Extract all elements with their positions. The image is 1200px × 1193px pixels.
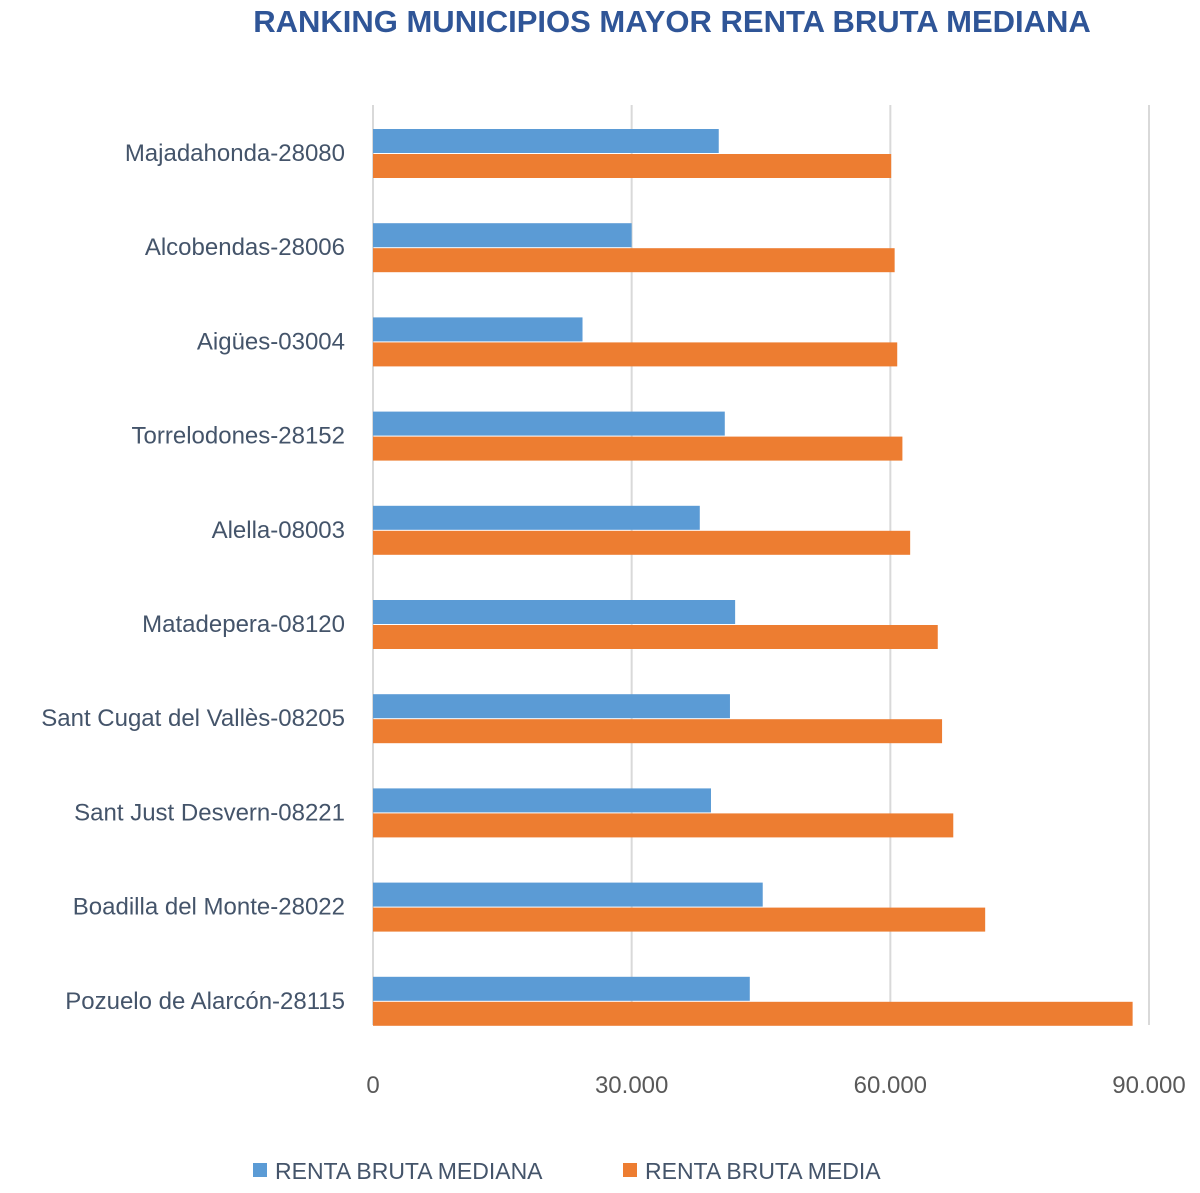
bar-media <box>373 625 938 649</box>
bar-mediana <box>373 505 700 530</box>
bar-mediana <box>373 882 763 907</box>
category-label: Torrelodones-28152 <box>132 423 345 450</box>
bar-media <box>373 154 892 178</box>
category-label: Pozuelo de Alarcón-28115 <box>65 988 345 1015</box>
bar-mediana <box>373 600 736 624</box>
bar-media <box>373 436 903 461</box>
bar-media <box>373 248 895 273</box>
legend-swatch <box>253 1163 267 1177</box>
legend-label: RENTA BRUTA MEDIA <box>645 1158 881 1184</box>
chart-title: RANKING MUNICIPIOS MAYOR RENTA BRUTA MED… <box>253 4 1091 39</box>
category-label: Majadahonda-28080 <box>125 140 345 167</box>
category-label: Boadilla del Monte-28022 <box>73 894 345 921</box>
category-label: Matadepera-08120 <box>142 611 345 638</box>
x-tick-label: 90.000 <box>1112 1072 1185 1099</box>
bar-mediana <box>373 976 750 1001</box>
legend-swatch <box>623 1163 637 1177</box>
bar-mediana <box>373 411 725 436</box>
x-tick-label: 60.000 <box>854 1072 927 1099</box>
bar-mediana <box>373 788 711 813</box>
x-tick-label: 30.000 <box>595 1072 668 1099</box>
bar-media <box>373 530 911 555</box>
bar-media <box>373 342 898 367</box>
bar-mediana <box>373 223 632 248</box>
category-label: Alcobendas-28006 <box>145 234 345 261</box>
bar-media <box>373 1001 1133 1026</box>
bar-mediana <box>373 129 719 153</box>
bar-media <box>373 907 986 932</box>
category-label: Sant Just Desvern-08221 <box>74 799 345 826</box>
legend-label: RENTA BRUTA MEDIANA <box>275 1158 543 1184</box>
x-tick-label: 0 <box>366 1072 379 1099</box>
category-label: Aigües-03004 <box>197 328 345 355</box>
bar-mediana <box>373 317 583 342</box>
bar-mediana <box>373 694 730 719</box>
category-label: Alella-08003 <box>212 517 345 544</box>
bar-media <box>373 813 954 838</box>
category-label: Sant Cugat del Vallès-08205 <box>41 705 345 732</box>
bar-media <box>373 719 943 744</box>
